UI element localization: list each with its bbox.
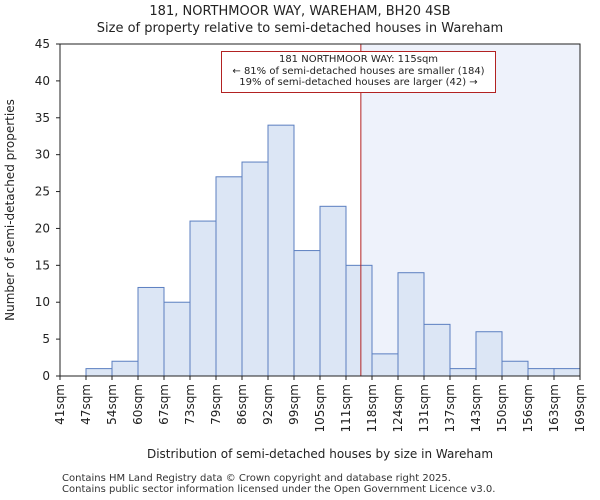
histogram-bar xyxy=(397,272,425,377)
histogram-bar xyxy=(293,250,321,377)
histogram-bar xyxy=(241,161,269,377)
attribution-footer: Contains HM Land Registry data © Crown c… xyxy=(62,473,495,495)
histogram-bar xyxy=(527,368,555,377)
property-annotation: 181 NORTHMOOR WAY: 115sqm ← 81% of semi-… xyxy=(221,51,496,93)
y-tick-label: 5 xyxy=(42,332,50,346)
x-tick-label: 156sqm xyxy=(521,384,535,432)
x-tick-label: 124sqm xyxy=(391,384,405,432)
chart-title: 181, NORTHMOOR WAY, WAREHAM, BH20 4SB xyxy=(149,4,451,19)
x-tick-label: 60sqm xyxy=(131,384,145,425)
y-tick-label: 0 xyxy=(42,369,50,383)
annotation-line-3: 19% of semi-detached houses are larger (… xyxy=(239,77,478,88)
chart-subtitle: Size of property relative to semi-detach… xyxy=(96,21,504,36)
y-tick-label: 40 xyxy=(35,74,50,88)
y-tick-label: 30 xyxy=(35,148,50,162)
attribution-line-1: Contains HM Land Registry data © Crown c… xyxy=(62,473,451,484)
histogram-bar xyxy=(111,360,139,377)
histogram-bar xyxy=(423,323,451,377)
histogram-bar xyxy=(501,360,529,377)
x-tick-label: 143sqm xyxy=(469,384,483,432)
histogram-bar xyxy=(267,124,295,377)
x-tick-label: 150sqm xyxy=(495,384,509,432)
x-tick-label: 111sqm xyxy=(339,384,353,432)
y-tick-label: 45 xyxy=(35,37,50,51)
y-tick-label: 35 xyxy=(35,111,50,125)
y-tick-label: 10 xyxy=(35,295,50,309)
annotation-line-1: 181 NORTHMOOR WAY: 115sqm xyxy=(278,54,439,65)
x-tick-label: 41sqm xyxy=(53,384,67,425)
x-tick-label: 118sqm xyxy=(365,384,379,432)
histogram-bar xyxy=(85,368,113,377)
x-tick-label: 131sqm xyxy=(417,384,431,432)
annotation-line-2: ← 81% of semi-detached houses are smalle… xyxy=(232,65,485,77)
x-tick-label: 99sqm xyxy=(287,384,301,425)
y-tick-label: 20 xyxy=(35,221,50,235)
histogram-bar xyxy=(215,176,243,377)
attribution-line-2: Contains public sector information licen… xyxy=(62,484,496,495)
histogram-bar xyxy=(449,368,477,377)
y-axis-label: Number of semi-detached properties xyxy=(3,99,17,321)
x-tick-label: 105sqm xyxy=(313,384,327,432)
histogram-bar xyxy=(189,220,217,377)
y-tick-label: 25 xyxy=(35,185,50,199)
x-tick-label: 92sqm xyxy=(261,384,275,425)
histogram-bar xyxy=(345,264,373,377)
x-axis-label: Distribution of semi-detached houses by … xyxy=(147,447,493,461)
larger-properties-region xyxy=(360,44,580,376)
x-tick-label: 73sqm xyxy=(183,384,197,425)
x-tick-label: 54sqm xyxy=(105,384,119,425)
x-tick-label: 86sqm xyxy=(235,384,249,425)
x-tick-label: 79sqm xyxy=(209,384,223,425)
histogram-bar xyxy=(475,331,503,377)
histogram-bar xyxy=(137,286,165,377)
y-tick-label: 15 xyxy=(35,258,50,272)
histogram-bar xyxy=(319,205,347,377)
histogram-bar xyxy=(163,301,191,377)
histogram-bar xyxy=(553,368,581,377)
x-tick-label: 169sqm xyxy=(573,384,587,432)
x-tick-label: 137sqm xyxy=(443,384,457,432)
x-tick-label: 67sqm xyxy=(157,384,171,425)
x-tick-label: 47sqm xyxy=(79,384,93,425)
x-tick-label: 163sqm xyxy=(547,384,561,432)
histogram-bar xyxy=(371,353,399,377)
